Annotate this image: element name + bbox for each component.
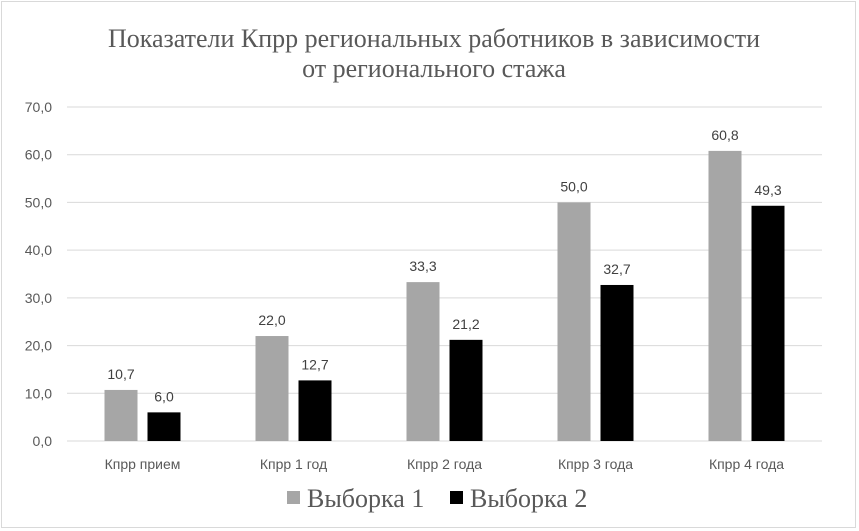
- y-tick-label-0: 0,0: [33, 433, 53, 449]
- chart-title-line-1: Показатели Кпрр региональных работников …: [108, 24, 760, 53]
- data-label-series-1-4: 60,8: [711, 127, 738, 143]
- x-category-label-1: Кпрр 1 год: [260, 456, 327, 472]
- x-category-label-3: Кпрр 3 года: [558, 456, 633, 472]
- legend-swatch-series-1: [287, 491, 300, 504]
- data-label-series-2-0: 6,0: [154, 388, 174, 404]
- y-tick-label-1: 10,0: [25, 385, 52, 401]
- bar-series-2-3: [600, 284, 634, 441]
- y-tick-label-3: 30,0: [25, 290, 52, 306]
- data-label-series-2-4: 49,3: [754, 182, 781, 198]
- data-label-series-2-2: 21,2: [452, 316, 479, 332]
- data-label-series-1-3: 50,0: [560, 178, 587, 194]
- bar-series-1-2: [406, 282, 440, 441]
- y-tick-label-5: 50,0: [25, 194, 52, 210]
- gridlines: [67, 106, 822, 442]
- y-tick-label-6: 60,0: [25, 147, 52, 163]
- data-label-series-2-1: 12,7: [301, 356, 328, 372]
- bar-series-1-3: [557, 202, 591, 441]
- chart-title: Показатели Кпрр региональных работников …: [108, 24, 760, 83]
- bar-series-2-1: [298, 380, 332, 441]
- x-category-label-0: Кпрр прием: [105, 456, 181, 472]
- x-category-label-4: Кпрр 4 года: [709, 456, 784, 472]
- y-tick-label-7: 70,0: [25, 99, 52, 115]
- bar-series-2-0: [147, 412, 181, 441]
- data-label-series-1-0: 10,7: [107, 366, 134, 382]
- y-axis-tick-labels: 0,0 10,0 20,0 30,0 40,0 50,0 60,0 70,0: [25, 99, 52, 449]
- data-label-series-1-1: 22,0: [258, 312, 285, 328]
- legend-label-series-1: Выборка 1: [307, 484, 424, 513]
- y-tick-label-4: 40,0: [25, 242, 52, 258]
- bars: [104, 150, 785, 441]
- y-tick-label-2: 20,0: [25, 338, 52, 354]
- x-axis-category-labels: Кпрр прием Кпрр 1 год Кпрр 2 года Кпрр 3 го…: [105, 456, 785, 472]
- data-label-series-1-2: 33,3: [409, 258, 436, 274]
- legend: Выборка 1 Выборка 2: [287, 484, 587, 513]
- bar-series-2-2: [449, 339, 483, 441]
- x-category-label-2: Кпрр 2 года: [407, 456, 482, 472]
- bar-series-2-4: [751, 205, 785, 441]
- data-labels: 10,7 6,0 22,0 12,7 33,3 21,2 50,0 32,7 60,8 49,3: [107, 127, 781, 404]
- data-label-series-2-3: 32,7: [603, 261, 630, 277]
- bar-series-1-1: [255, 336, 289, 441]
- bar-series-1-4: [708, 150, 742, 441]
- legend-label-series-2: Выборка 2: [470, 484, 587, 513]
- chart-title-line-2: от регионального стажа: [302, 54, 566, 83]
- legend-swatch-series-2: [450, 491, 463, 504]
- bar-series-1-0: [104, 389, 138, 441]
